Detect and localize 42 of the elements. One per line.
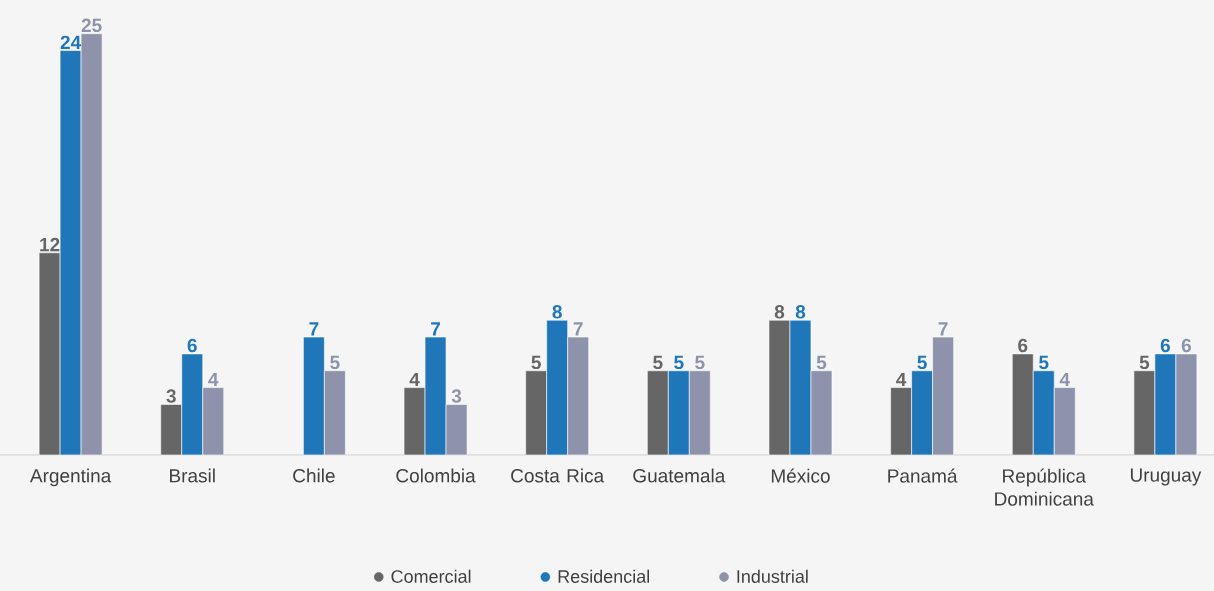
- x-tick-label: Panamá: [888, 468, 958, 483]
- x-tick-label: Colombia: [396, 468, 476, 483]
- x-tick-label: Argentina: [29, 468, 112, 487]
- data-label: 8: [552, 305, 562, 319]
- x-tick-label: Uruguay: [1130, 468, 1202, 486]
- data-label: 7: [309, 322, 319, 336]
- legend-label: Industrial: [737, 569, 808, 583]
- data-label: 4: [896, 372, 907, 386]
- x-tick-label: República Dominicana: [995, 468, 1094, 506]
- data-label: 12: [40, 237, 60, 252]
- data-label: 25: [81, 18, 102, 33]
- x-tick-label: México: [771, 468, 830, 483]
- data-label: 6: [1018, 338, 1028, 353]
- legend-label: Residencial: [558, 569, 649, 583]
- x-tick-label: Brasil: [170, 468, 215, 483]
- legend-label: Comercial: [391, 569, 471, 583]
- data-label: 24: [60, 35, 82, 49]
- data-label: 8: [795, 305, 806, 319]
- data-label: 7: [938, 322, 948, 336]
- data-label: 7: [431, 322, 440, 336]
- data-label: 6: [1181, 338, 1191, 353]
- data-label: 5: [674, 355, 684, 370]
- data-label: 5: [1039, 355, 1049, 370]
- data-label: 4: [1059, 372, 1070, 386]
- data-label: 5: [531, 355, 541, 370]
- data-label: 5: [330, 355, 340, 370]
- data-label: 5: [695, 355, 705, 370]
- data-label: 5: [653, 355, 663, 370]
- data-label: 3: [451, 389, 462, 403]
- data-label: 5: [1139, 355, 1150, 370]
- x-tick-label: Costa Rica: [511, 468, 605, 483]
- data-label: 4: [208, 372, 219, 386]
- x-tick-label: Guatemala: [633, 468, 726, 483]
- x-tick-label: Chile: [293, 468, 335, 483]
- data-label: 4: [409, 372, 420, 386]
- data-label: 6: [187, 338, 197, 353]
- data-label: 7: [573, 322, 583, 336]
- data-label: 5: [816, 355, 827, 370]
- data-label: 3: [166, 389, 176, 403]
- data-label: 8: [774, 305, 785, 319]
- data-label: 5: [917, 355, 927, 370]
- data-label: 6: [1160, 338, 1170, 353]
